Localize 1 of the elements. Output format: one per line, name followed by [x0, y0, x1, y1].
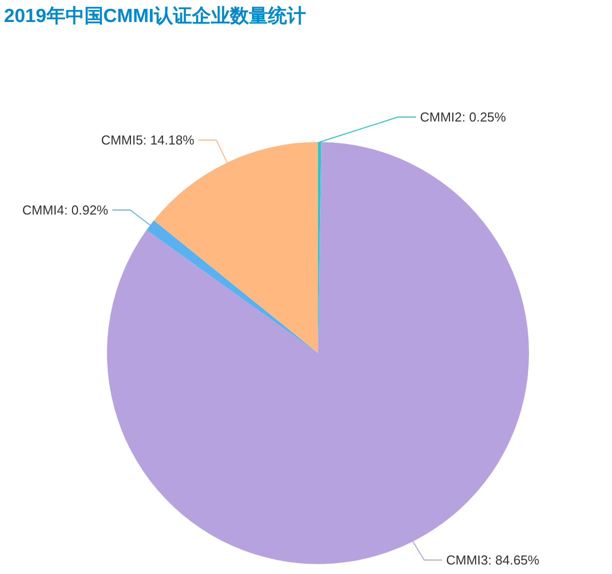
- title: 2019年中国CMMI认证企业数量统计: [4, 6, 306, 27]
